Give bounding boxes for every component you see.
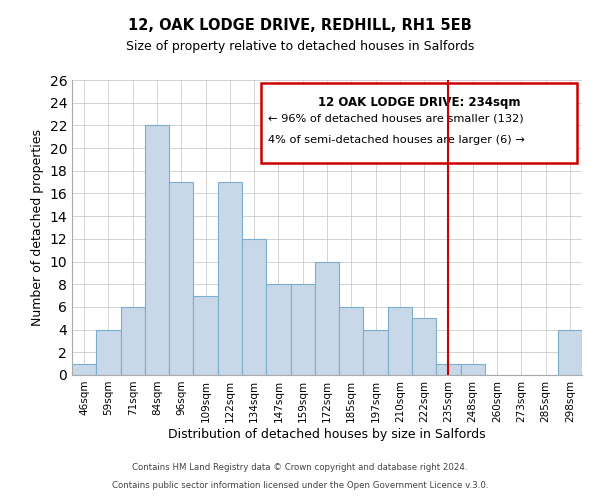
X-axis label: Distribution of detached houses by size in Salfords: Distribution of detached houses by size … (168, 428, 486, 440)
Bar (96, 330, 121, 375)
Bar (364, 330, 388, 375)
Bar (72, 364, 96, 375)
Bar (315, 262, 339, 375)
Bar (193, 296, 218, 375)
Bar (339, 307, 364, 375)
Bar (242, 239, 266, 375)
Y-axis label: Number of detached properties: Number of detached properties (31, 129, 44, 326)
Text: 4% of semi-detached houses are larger (6) →: 4% of semi-detached houses are larger (6… (268, 134, 525, 144)
Text: Size of property relative to detached houses in Salfords: Size of property relative to detached ho… (126, 40, 474, 53)
Text: 12 OAK LODGE DRIVE: 234sqm: 12 OAK LODGE DRIVE: 234sqm (317, 96, 520, 109)
Text: Contains public sector information licensed under the Open Government Licence v.: Contains public sector information licen… (112, 481, 488, 490)
Bar (388, 307, 412, 375)
Bar (169, 182, 193, 375)
Text: Contains HM Land Registry data © Crown copyright and database right 2024.: Contains HM Land Registry data © Crown c… (132, 464, 468, 472)
Bar (558, 330, 582, 375)
Text: ← 96% of detached houses are smaller (132): ← 96% of detached houses are smaller (13… (268, 114, 524, 124)
Bar (461, 364, 485, 375)
Bar (266, 284, 290, 375)
Bar (121, 307, 145, 375)
Bar (145, 126, 169, 375)
Bar (436, 364, 461, 375)
Bar (290, 284, 315, 375)
Text: 12, OAK LODGE DRIVE, REDHILL, RH1 5EB: 12, OAK LODGE DRIVE, REDHILL, RH1 5EB (128, 18, 472, 32)
FancyBboxPatch shape (260, 83, 577, 162)
Bar (412, 318, 436, 375)
Bar (218, 182, 242, 375)
